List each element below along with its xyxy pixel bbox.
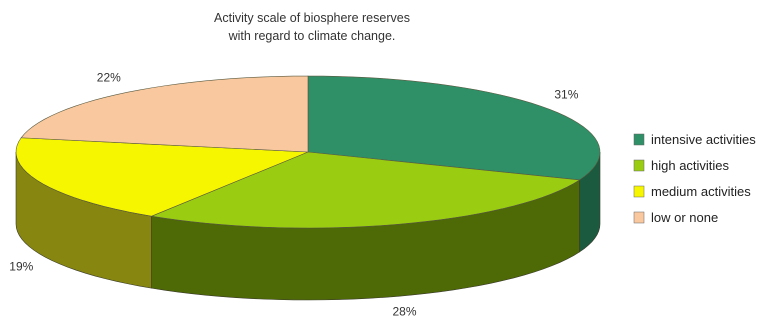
chart-title-line-2: with regard to climate change. (228, 29, 396, 43)
legend-label-1: high activities (651, 158, 730, 173)
legend-label-0: intensive activities (651, 132, 756, 147)
pie-sides (15, 151, 601, 301)
legend-swatch-3 (633, 211, 645, 224)
slice-value-label-3: 22% (97, 70, 121, 84)
slice-value-label-1: 28% (392, 304, 416, 318)
legend: intensive activities high activities mediu… (633, 132, 756, 225)
pie-labels: 31% 28% 19% 22% (9, 70, 578, 318)
legend-swatch-1 (633, 159, 645, 172)
legend-swatch-2 (633, 185, 645, 198)
pie-slice-3 (20, 75, 309, 153)
legend-label-2: medium activities (651, 184, 751, 199)
slice-value-label-0: 31% (554, 87, 578, 101)
slice-value-label-2: 19% (9, 259, 33, 273)
chart-title-line-1: Activity scale of biosphere reserves (214, 11, 410, 25)
pie-slice-1 (150, 151, 581, 229)
pie-tops (15, 75, 601, 229)
pie-slice-2 (15, 137, 309, 217)
pie-slice-0 (307, 75, 601, 181)
legend-swatch-0 (633, 133, 645, 146)
legend-label-3: low or none (651, 210, 718, 225)
